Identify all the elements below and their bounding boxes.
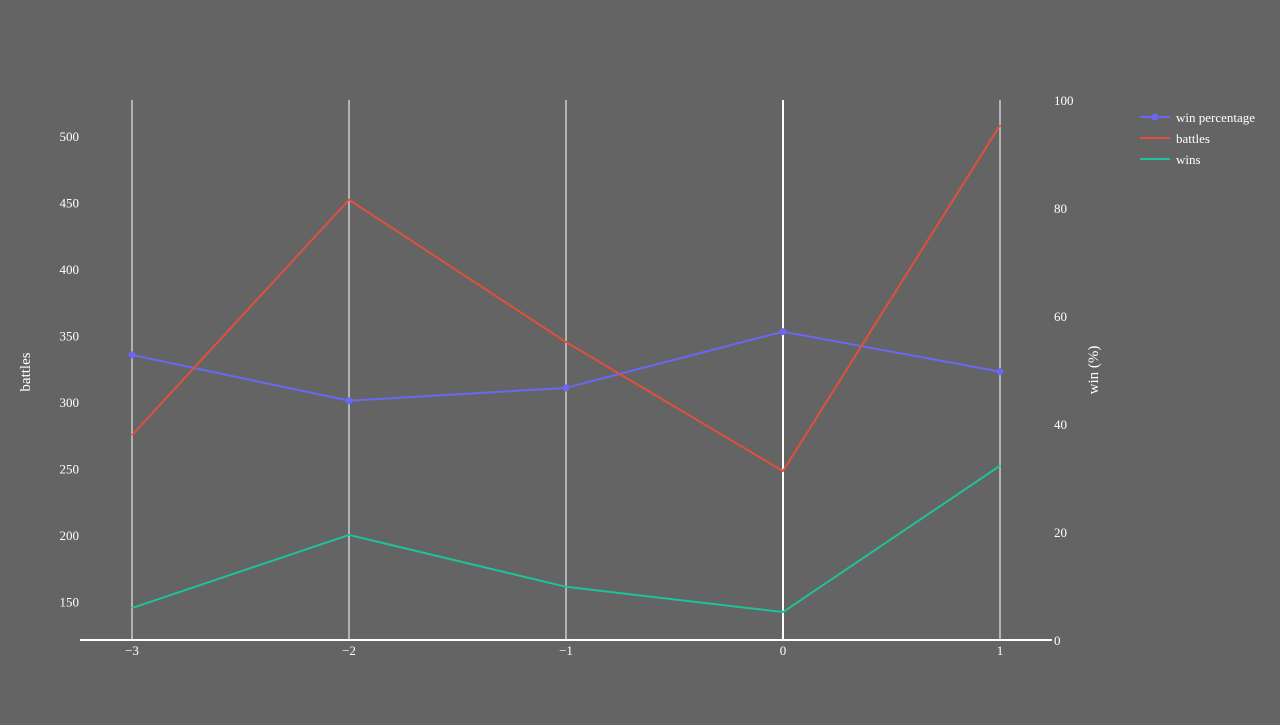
y2-tick-label: 100	[1054, 93, 1074, 108]
legend-item[interactable]: battles	[1140, 131, 1210, 146]
series-line-wins	[131, 464, 1001, 614]
y-axis-title: battles	[18, 352, 34, 391]
legend-label: wins	[1176, 152, 1201, 167]
x-tick-label: −3	[125, 643, 139, 658]
x-tick-label: −2	[342, 643, 356, 658]
x-tick-label: 1	[997, 643, 1004, 658]
grid-layer	[131, 100, 1001, 640]
y2-tick-label: 60	[1054, 309, 1067, 324]
legend-item[interactable]: win percentage	[1140, 110, 1255, 125]
y-tick-label: 500	[60, 129, 80, 144]
series-line-battles	[131, 124, 1001, 473]
legend-label: battles	[1176, 131, 1210, 146]
legend-label: win percentage	[1176, 110, 1255, 125]
data-point	[562, 384, 570, 392]
y-tick-label: 350	[60, 328, 80, 343]
series-layer	[128, 124, 1004, 614]
axis-layer: −3 −2 −1 0 1 150 200 250 300 350 400 450 500 0 20 40 60 8…	[18, 93, 1102, 658]
legend-item[interactable]: wins	[1140, 152, 1201, 167]
y-tick-label: 250	[60, 461, 80, 476]
y-tick-label: 450	[60, 195, 80, 210]
y2-tick-label: 40	[1054, 417, 1067, 432]
data-point	[779, 328, 787, 336]
y-tick-label: 400	[60, 262, 80, 277]
x-tick-label: −1	[559, 643, 573, 658]
y2-tick-label: 20	[1054, 525, 1067, 540]
y-tick-label: 200	[60, 528, 80, 543]
data-point	[345, 397, 353, 405]
data-point	[996, 368, 1004, 376]
y2-axis-title: win (%)	[1086, 346, 1102, 395]
y2-tick-label: 0	[1054, 633, 1061, 648]
legend-marker	[1151, 113, 1159, 121]
y2-tick-label: 80	[1054, 201, 1067, 216]
y-tick-label: 150	[60, 594, 80, 609]
legend[interactable]: win percentage battles wins	[1140, 110, 1255, 167]
data-point	[128, 351, 136, 359]
y-tick-label: 300	[60, 395, 80, 410]
x-tick-label: 0	[780, 643, 787, 658]
